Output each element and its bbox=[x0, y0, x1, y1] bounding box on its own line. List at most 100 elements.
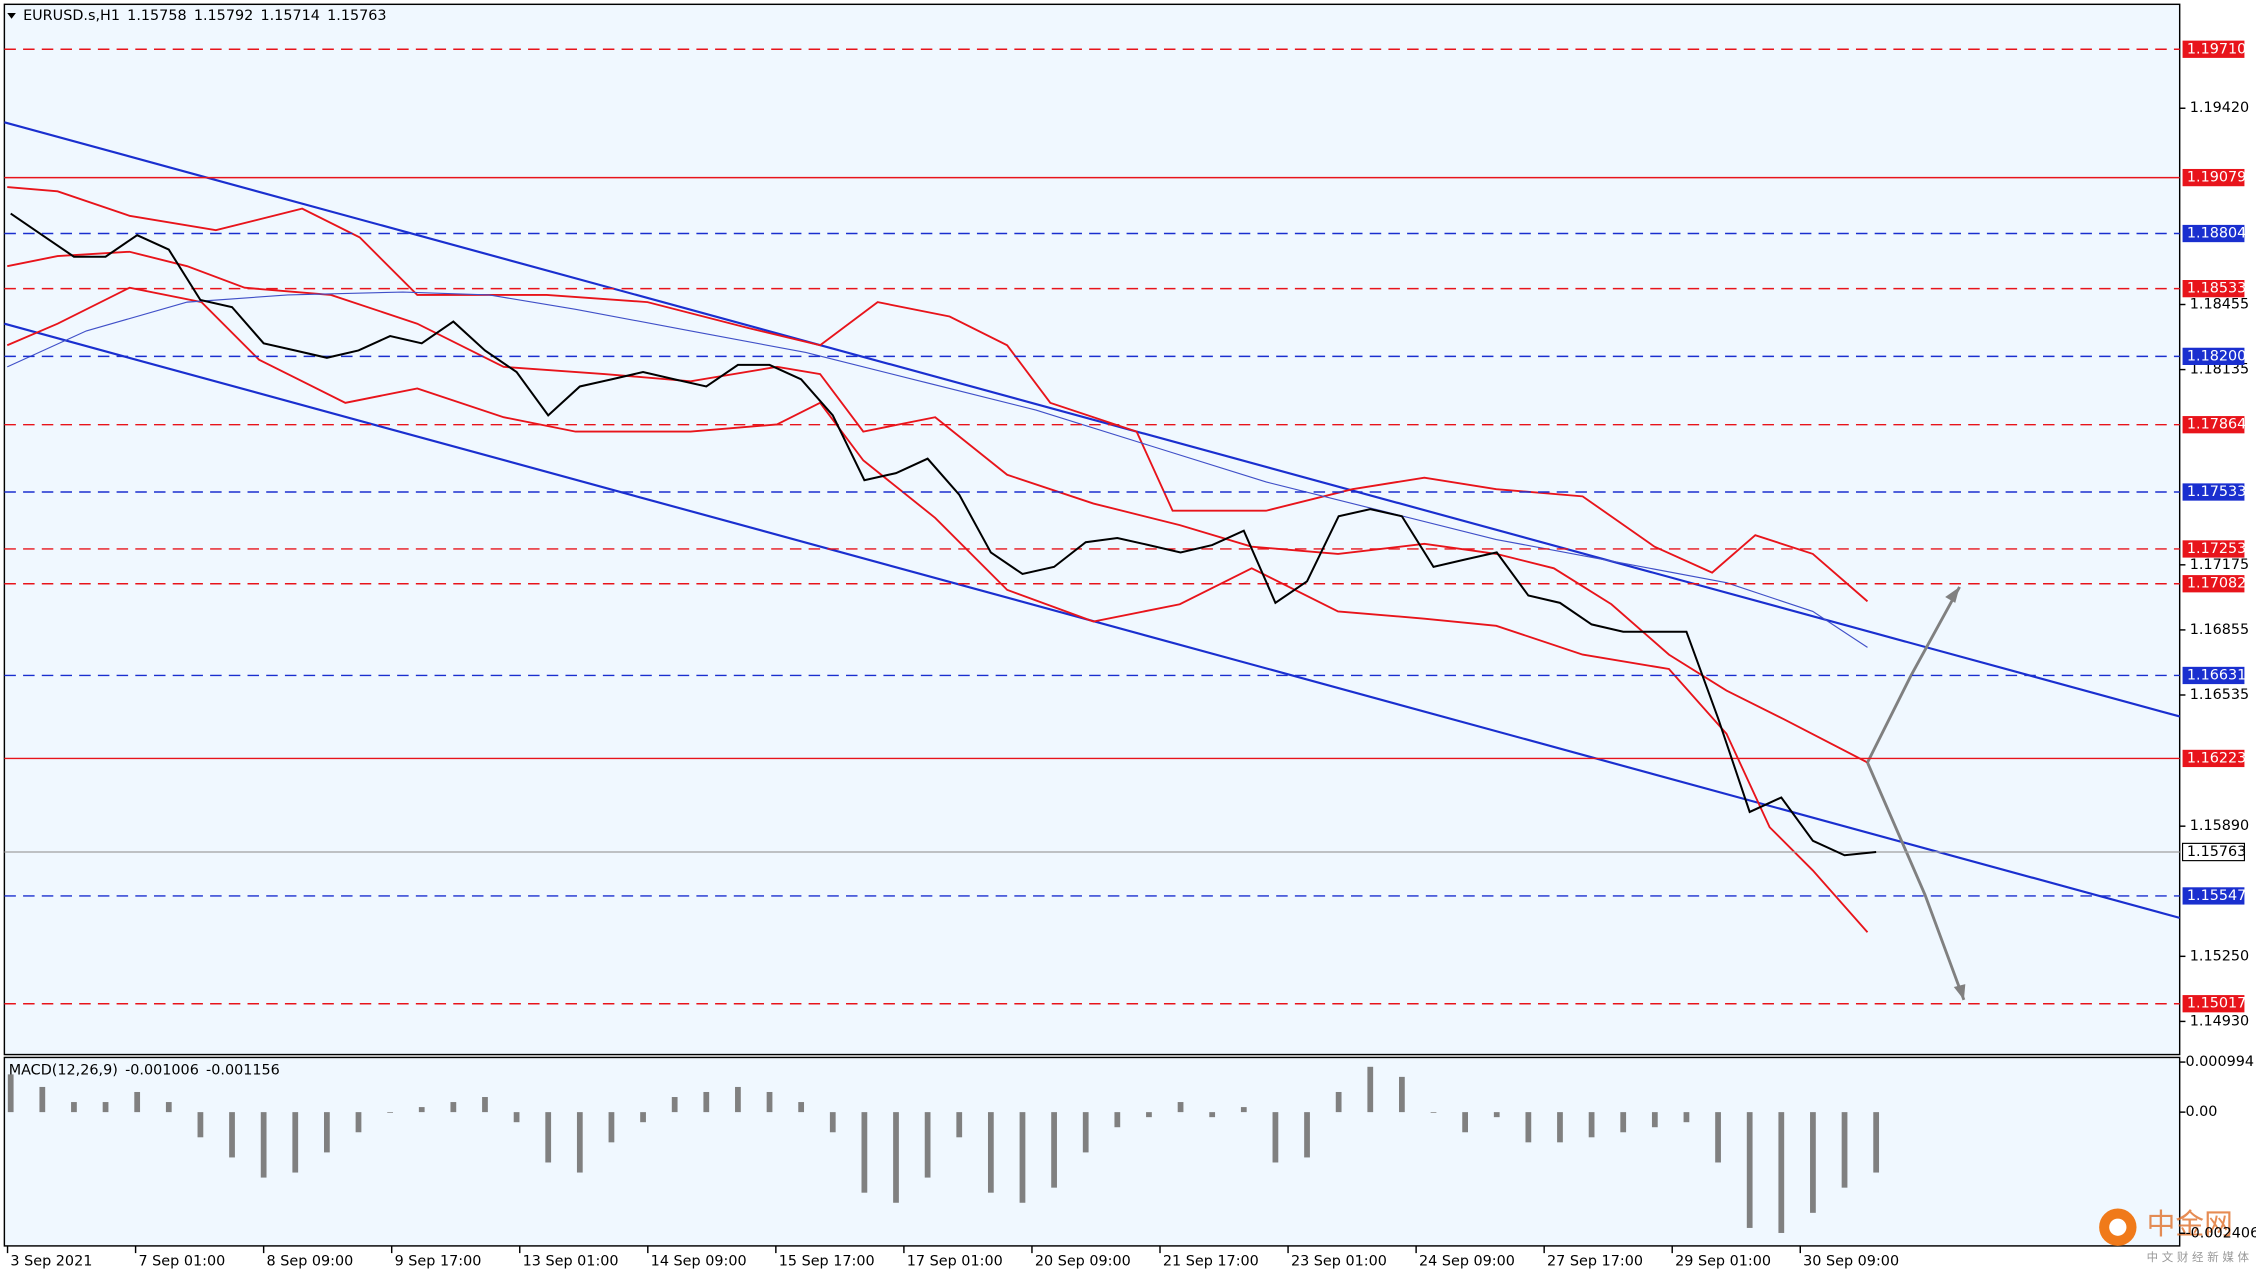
y-tick-label: 1.15890 bbox=[2190, 818, 2249, 834]
macd-header: MACD(12,26,9) -0.001006 -0.001156 bbox=[9, 1062, 280, 1078]
macd-bar bbox=[1019, 1112, 1026, 1203]
x-tick-label: 3 Sep 2021 bbox=[10, 1254, 92, 1270]
level-label-box bbox=[2182, 483, 2245, 501]
arrow-head bbox=[1953, 984, 1966, 1000]
macd-bar bbox=[1462, 1112, 1469, 1133]
x-tick-label: 29 Sep 01:00 bbox=[1675, 1254, 1771, 1270]
macd-bar bbox=[545, 1112, 552, 1163]
level-label-box bbox=[2182, 224, 2245, 243]
macd-bar bbox=[1430, 1112, 1437, 1113]
y-tick-label: 1.18135 bbox=[2190, 362, 2249, 378]
macd-bar bbox=[102, 1102, 109, 1113]
macd-bar bbox=[71, 1102, 77, 1113]
level-label-box bbox=[2182, 540, 2245, 558]
arrow-head bbox=[1945, 586, 1960, 603]
level-label-box bbox=[2182, 40, 2245, 58]
macd-bar bbox=[260, 1112, 267, 1178]
macd-bar bbox=[1715, 1112, 1721, 1163]
macd-bar bbox=[1304, 1112, 1310, 1158]
x-tick-label: 30 Sep 09:00 bbox=[1803, 1254, 1899, 1270]
macd-bar bbox=[355, 1112, 362, 1133]
macd-y-tick-label: 0.00 bbox=[2185, 1104, 2217, 1120]
macd-bar bbox=[1873, 1112, 1880, 1173]
level-label: 1.15547 bbox=[2187, 888, 2246, 904]
macd-bar bbox=[387, 1112, 393, 1113]
watermark: 中金网 中 文 财 经 新 媒 体 bbox=[2099, 1207, 2250, 1264]
macd-bar bbox=[608, 1112, 615, 1143]
macd-bar bbox=[1114, 1112, 1121, 1128]
annotations bbox=[4, 121, 2180, 1001]
macd-bar bbox=[1051, 1112, 1057, 1188]
x-tick-label: 21 Sep 17:00 bbox=[1163, 1254, 1259, 1270]
level-label: 1.18804 bbox=[2187, 226, 2246, 242]
macd-bar bbox=[1082, 1112, 1089, 1153]
macd-bar bbox=[1399, 1076, 1405, 1113]
level-label-box bbox=[2182, 995, 2245, 1013]
macd-bar bbox=[165, 1102, 172, 1113]
macd-bar bbox=[450, 1102, 457, 1113]
macd-bar bbox=[418, 1107, 425, 1113]
channel-upper bbox=[4, 121, 2180, 718]
current-price-box bbox=[2181, 842, 2246, 862]
chart-title: EURUSD.s,H1 bbox=[23, 8, 120, 24]
macd-bar bbox=[1810, 1112, 1816, 1213]
macd-y-tick-label: -0.002406 bbox=[2185, 1225, 2256, 1241]
bollinger-middle bbox=[7, 250, 1868, 764]
macd-bar bbox=[1683, 1112, 1690, 1123]
macd-bar bbox=[7, 1074, 14, 1113]
price-pane bbox=[3, 3, 2181, 1056]
macd-bar bbox=[798, 1102, 805, 1113]
macd-bar bbox=[1177, 1102, 1184, 1113]
x-tick-label: 15 Sep 17:00 bbox=[779, 1254, 875, 1270]
level-label-box bbox=[2182, 347, 2245, 365]
macd-bar bbox=[197, 1112, 204, 1138]
macd-bar bbox=[956, 1112, 963, 1138]
current-price-label: 1.15763 bbox=[2187, 844, 2246, 860]
macd-bar bbox=[134, 1091, 141, 1113]
level-label: 1.19710 bbox=[2187, 41, 2246, 57]
moving-average bbox=[7, 291, 1868, 648]
header-value: 1.15792 bbox=[194, 8, 253, 24]
level-label: 1.18200 bbox=[2187, 348, 2246, 364]
macd-bar bbox=[1651, 1112, 1658, 1128]
header-value: 1.15758 bbox=[127, 8, 186, 24]
y-tick-label: 1.14930 bbox=[2190, 1013, 2249, 1029]
macd-bar bbox=[1209, 1112, 1216, 1118]
header-value: 1.15714 bbox=[260, 8, 319, 24]
macd-bar bbox=[766, 1091, 773, 1113]
level-label: 1.18533 bbox=[2187, 281, 2246, 297]
header-value: -0.001156 bbox=[206, 1062, 280, 1078]
macd-bar bbox=[292, 1112, 299, 1173]
macd-title: MACD(12,26,9) bbox=[9, 1062, 118, 1078]
macd-bar bbox=[1525, 1112, 1532, 1143]
level-label: 1.17082 bbox=[2187, 576, 2246, 592]
bollinger-upper bbox=[7, 186, 1869, 603]
macd-bar bbox=[640, 1112, 646, 1123]
macd-bar bbox=[829, 1112, 836, 1133]
y-tick-label: 1.18455 bbox=[2190, 297, 2249, 313]
chart-header: EURUSD.s,H1 1.15758 1.15792 1.15714 1.15763 bbox=[23, 8, 386, 24]
y-tick-label: 1.17175 bbox=[2190, 557, 2249, 573]
macd-y-tick-label: 0.000994 bbox=[2185, 1054, 2254, 1070]
header-value: -0.001006 bbox=[125, 1062, 199, 1078]
x-tick-label: 13 Sep 01:00 bbox=[523, 1254, 619, 1270]
macd-bar bbox=[324, 1112, 330, 1153]
macd-bar bbox=[1146, 1112, 1152, 1118]
macd-bar bbox=[671, 1097, 678, 1113]
x-tick-label: 23 Sep 01:00 bbox=[1291, 1254, 1387, 1270]
macd-bar bbox=[576, 1112, 583, 1173]
macd-bar bbox=[893, 1112, 899, 1203]
macd-bar bbox=[924, 1112, 931, 1178]
macd-bar bbox=[1493, 1112, 1500, 1118]
macd-bar bbox=[482, 1097, 488, 1113]
level-label-box bbox=[2182, 575, 2245, 593]
level-label: 1.16223 bbox=[2187, 750, 2246, 766]
macd-bar bbox=[1778, 1112, 1785, 1233]
level-label-box bbox=[2182, 280, 2245, 298]
y-tick-label: 1.15250 bbox=[2190, 948, 2249, 964]
watermark-name: 中金网 bbox=[2147, 1207, 2233, 1241]
macd-bar bbox=[39, 1086, 46, 1113]
level-label-box bbox=[2182, 168, 2245, 187]
macd-bar bbox=[1588, 1112, 1595, 1138]
x-tick-label: 14 Sep 09:00 bbox=[651, 1254, 747, 1270]
